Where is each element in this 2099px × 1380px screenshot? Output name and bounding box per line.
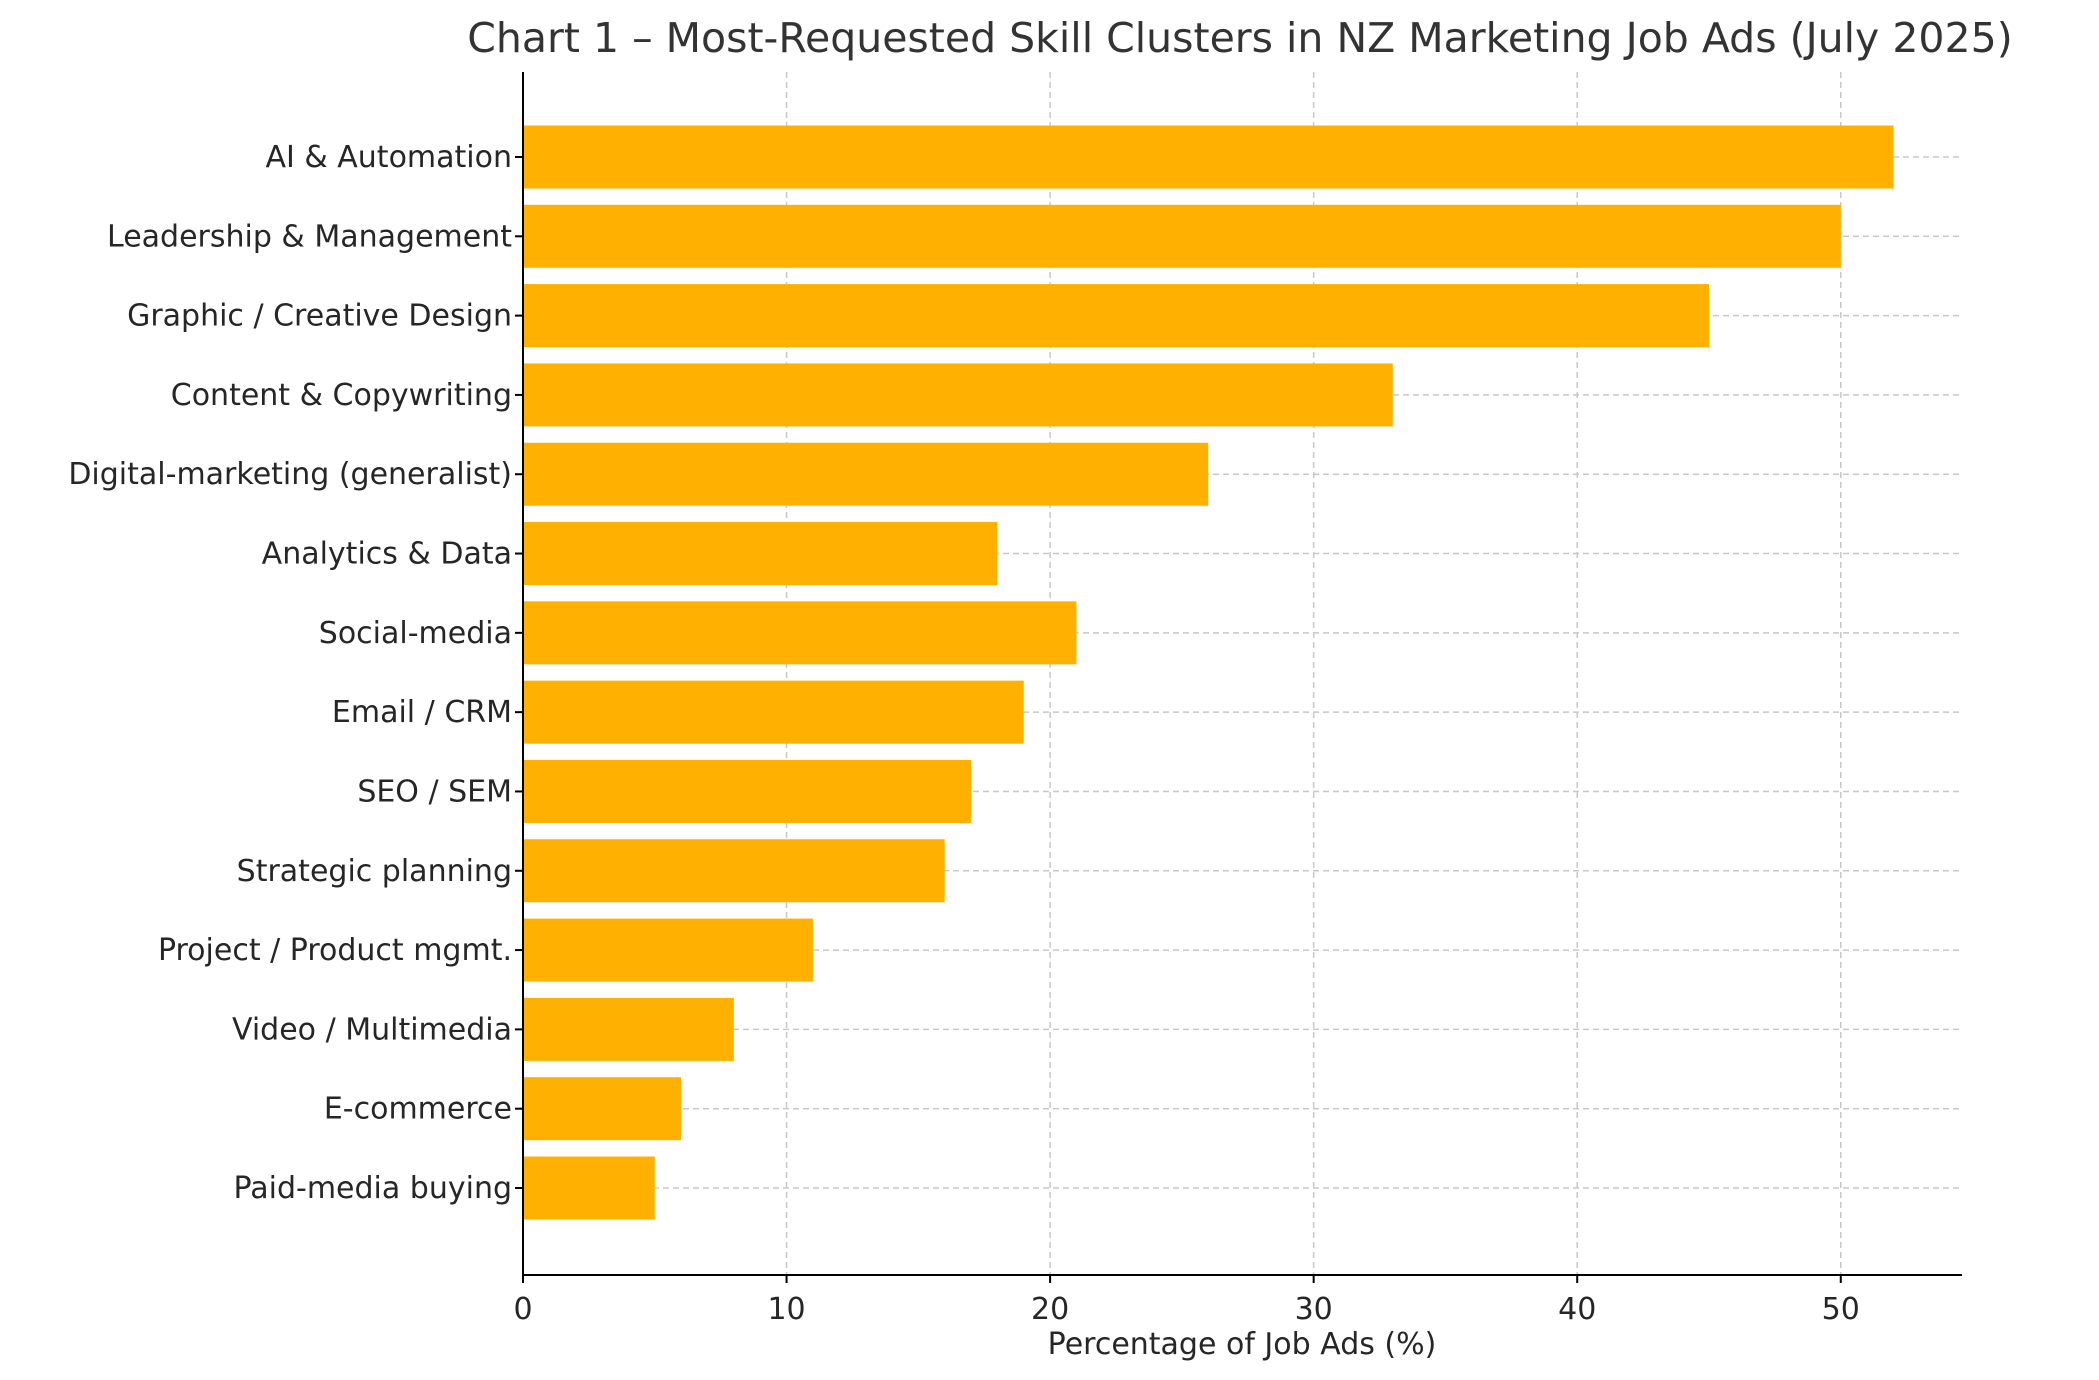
bar	[523, 997, 734, 1061]
bar	[523, 125, 1894, 189]
category-label: Digital-marketing (generalist)	[68, 457, 512, 492]
bar	[523, 442, 1209, 506]
category-label: Paid-media buying	[233, 1171, 512, 1206]
category-label: Analytics & Data	[262, 537, 512, 572]
category-label: Project / Product mgmt.	[158, 933, 512, 968]
bar	[523, 1077, 682, 1141]
bar	[523, 918, 813, 982]
bar	[523, 759, 972, 823]
x-axis-title: Percentage of Job Ads (%)	[1048, 1327, 1437, 1362]
grid-layer	[523, 72, 1962, 1275]
bar	[523, 839, 945, 903]
category-label: Video / Multimedia	[232, 1012, 512, 1047]
bar	[523, 680, 1024, 744]
x-tick-label: 30	[1295, 1292, 1333, 1327]
category-labels: AI & Automation Leadership & Management Gr…	[68, 140, 523, 1206]
axes-layer	[522, 72, 1962, 1276]
bar	[523, 601, 1077, 665]
bar	[523, 363, 1393, 427]
category-label: AI & Automation	[265, 140, 512, 175]
bars-layer	[523, 125, 1894, 1220]
category-label: Leadership & Management	[107, 219, 512, 254]
category-label: Content & Copywriting	[171, 378, 512, 413]
x-tick-label: 20	[1031, 1292, 1069, 1327]
bar	[523, 1156, 655, 1220]
category-label: Social-media	[319, 616, 512, 651]
bar	[523, 284, 1709, 348]
x-tick-label: 40	[1558, 1292, 1596, 1327]
x-tick-label: 0	[513, 1292, 532, 1327]
x-tick-label: 10	[767, 1292, 805, 1327]
category-label: Email / CRM	[332, 695, 512, 730]
category-label: Graphic / Creative Design	[127, 299, 512, 334]
category-label: E-commerce	[324, 1092, 512, 1127]
chart-title: Chart 1 – Most-Requested Skill Clusters …	[467, 14, 2012, 62]
bar	[523, 522, 998, 586]
bar	[523, 204, 1841, 268]
category-label: SEO / SEM	[357, 774, 512, 809]
category-label: Strategic planning	[237, 854, 512, 889]
x-tick-label: 50	[1822, 1292, 1860, 1327]
x-tick-labels: 0 10 20 30 40 50	[513, 1275, 1860, 1327]
